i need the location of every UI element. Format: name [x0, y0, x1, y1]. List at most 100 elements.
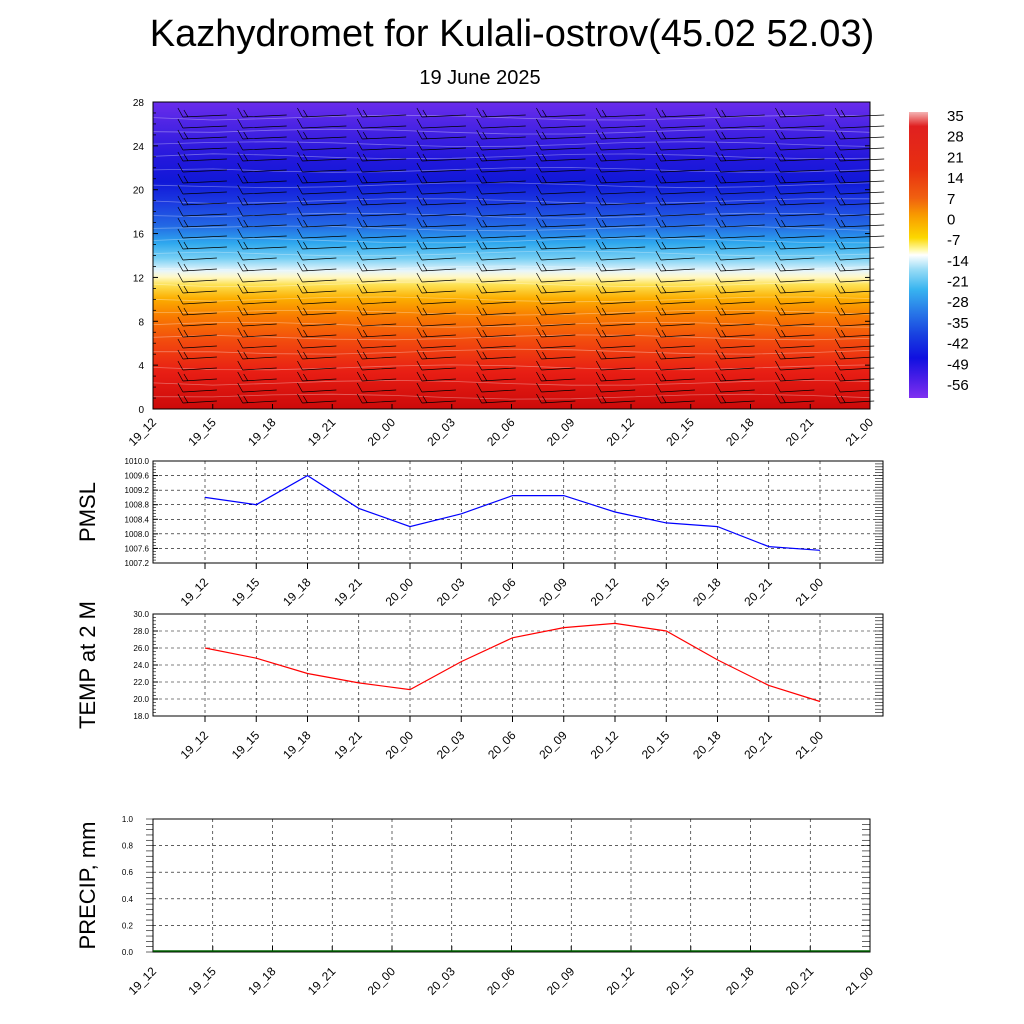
contour-line — [152, 153, 871, 160]
wind-barb — [715, 107, 765, 118]
wind-barb — [775, 140, 825, 151]
wind-barb — [237, 206, 287, 217]
wind-barb — [715, 118, 765, 129]
wind-barb — [595, 360, 636, 371]
wind-barb — [595, 184, 646, 195]
wind-barb — [416, 294, 456, 305]
heatmap-panel: 0 4 8 12 16 20 24 28 19_12 19_15 19_18 19_21 20_00 2… — [126, 98, 885, 449]
x-tick-label: 19_12 — [126, 415, 160, 449]
wind-barb — [595, 382, 636, 393]
x-tick-label: 20_09 — [536, 728, 570, 762]
wind-barb — [655, 118, 705, 129]
panel-frame — [152, 460, 884, 564]
x-tick-label: 21_00 — [843, 964, 877, 998]
wind-barb — [536, 173, 586, 184]
wind-barb — [595, 217, 646, 228]
contour-line — [152, 265, 871, 272]
wind-barb — [356, 250, 397, 261]
y-tick-label: 20.0 — [133, 695, 149, 704]
wind-barb — [715, 151, 765, 162]
colorbar-label: -14 — [947, 253, 969, 270]
wind-barb — [237, 239, 287, 250]
wind-barb — [476, 129, 526, 140]
wind-barb — [177, 239, 227, 250]
wind-barb — [297, 184, 347, 195]
wind-barb — [416, 239, 466, 250]
wind-barb — [356, 217, 407, 228]
heatmap-contours — [152, 114, 871, 400]
wind-barb — [715, 140, 765, 151]
wind-barb — [775, 316, 815, 327]
wind-barb — [237, 107, 287, 118]
wind-barb — [595, 294, 636, 305]
y-tick-label: 30.0 — [133, 610, 149, 619]
contour-line — [152, 296, 871, 303]
wind-barb — [655, 140, 705, 151]
wind-barb — [775, 184, 825, 195]
contour-line — [152, 167, 871, 173]
wind-barb — [177, 118, 227, 129]
y-axis-label: PRECIP, mm — [75, 822, 100, 950]
wind-barb — [416, 206, 466, 217]
x-tick-label: 20_06 — [484, 415, 518, 449]
wind-barb — [177, 162, 227, 173]
wind-barb — [297, 118, 347, 129]
x-tick-label: 20_18 — [723, 415, 757, 449]
x-tick-label: 19_18 — [280, 728, 314, 762]
heatmap-field — [153, 102, 870, 409]
wind-barb — [356, 107, 407, 118]
wind-barb — [416, 217, 466, 228]
wind-barb — [476, 371, 516, 382]
x-tick-label: 19_15 — [229, 728, 263, 762]
wind-barb — [536, 239, 586, 250]
wind-barb — [416, 195, 466, 206]
x-tick-label: 19_21 — [305, 964, 339, 998]
wind-barb — [536, 217, 586, 228]
wind-barb — [834, 327, 875, 338]
wind-barb — [237, 349, 277, 360]
contour-line — [152, 250, 871, 257]
wind-barb — [356, 195, 407, 206]
x-tick-label: 20_12 — [604, 964, 638, 998]
wind-barb — [595, 151, 646, 162]
colorbar-label: 28 — [947, 129, 964, 146]
wind-barb — [536, 129, 586, 140]
wind-barb — [834, 107, 885, 118]
wind-barb — [715, 327, 755, 338]
contour-line — [152, 309, 871, 316]
temp-panel: 18.0 20.0 22.0 24.0 26.0 28.0 30.0 19_12 19_15 19… — [75, 601, 884, 762]
wind-barb — [237, 184, 287, 195]
wind-barb — [715, 360, 755, 371]
wind-barb — [715, 283, 755, 294]
wind-barb — [476, 151, 526, 162]
series-line — [204, 474, 821, 551]
wind-barb — [834, 118, 885, 129]
wind-barb — [595, 261, 636, 272]
contour-line — [152, 393, 871, 400]
wind-barb — [536, 360, 576, 371]
wind-barb — [715, 294, 755, 305]
y-tick-label: 12 — [133, 273, 145, 284]
x-tick-label: 20_15 — [663, 964, 697, 998]
x-tick-label: 20_00 — [365, 964, 399, 998]
wind-barb — [595, 393, 636, 404]
wind-barb — [655, 129, 705, 140]
colorbar-label: 21 — [947, 149, 964, 166]
wind-barb — [536, 195, 586, 206]
wind-barb — [536, 261, 576, 272]
x-tick-label: 20_00 — [365, 415, 399, 449]
precip-panel: 0.0 0.2 0.4 0.6 0.8 1.0 19_12 19_15 19_18 19_21 20… — [75, 815, 876, 998]
wind-barb — [177, 173, 227, 184]
wind-barb — [775, 327, 815, 338]
x-tick-label: 19_15 — [229, 575, 263, 609]
wind-barb — [595, 118, 646, 129]
wind-barb — [476, 360, 516, 371]
wind-barb — [715, 129, 765, 140]
wind-barb — [775, 261, 815, 272]
wind-barb — [595, 129, 646, 140]
wind-barb — [715, 162, 765, 173]
wind-barb — [834, 283, 875, 294]
wind-barb — [536, 118, 586, 129]
wind-barb — [237, 217, 287, 228]
